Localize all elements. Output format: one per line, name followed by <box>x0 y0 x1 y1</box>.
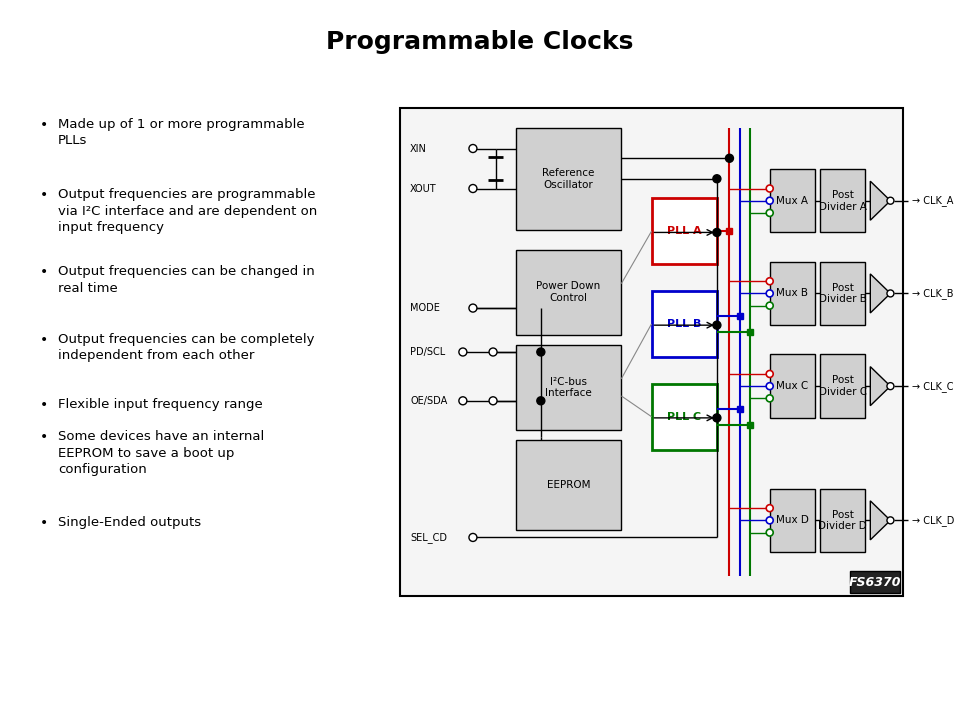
Text: Made up of 1 or more programmable
PLLs: Made up of 1 or more programmable PLLs <box>58 118 304 148</box>
Bar <box>747 329 753 335</box>
Text: Post
Divider B: Post Divider B <box>819 283 867 305</box>
Circle shape <box>766 302 773 309</box>
Circle shape <box>766 197 773 204</box>
Bar <box>652 384 717 449</box>
Text: MODE: MODE <box>410 303 440 313</box>
Bar <box>820 169 865 233</box>
Polygon shape <box>871 501 891 540</box>
Text: •: • <box>40 430 48 444</box>
Text: EEPROM: EEPROM <box>547 480 590 490</box>
Circle shape <box>713 414 721 422</box>
Text: PLL C: PLL C <box>667 412 701 422</box>
Circle shape <box>537 348 545 356</box>
Circle shape <box>766 529 773 536</box>
Circle shape <box>468 304 477 312</box>
Bar <box>400 108 903 596</box>
Circle shape <box>468 534 477 541</box>
Text: → CLK_C: → CLK_C <box>912 381 954 392</box>
Text: •: • <box>40 398 48 412</box>
Text: Power Down
Control: Power Down Control <box>537 282 601 303</box>
Bar <box>770 354 815 418</box>
Bar <box>516 250 621 335</box>
Text: PLL B: PLL B <box>667 319 702 329</box>
Text: Programmable Clocks: Programmable Clocks <box>326 30 634 54</box>
Text: Some devices have an internal
EEPROM to save a boot up
configuration: Some devices have an internal EEPROM to … <box>58 430 264 476</box>
Circle shape <box>887 197 894 204</box>
Bar <box>850 571 900 593</box>
Circle shape <box>489 397 497 405</box>
Bar <box>820 354 865 418</box>
Bar <box>652 198 717 264</box>
Bar <box>770 489 815 552</box>
Bar <box>747 422 753 428</box>
Text: → CLK_A: → CLK_A <box>912 195 954 206</box>
Text: Reference
Oscillator: Reference Oscillator <box>542 168 594 189</box>
Polygon shape <box>871 366 891 405</box>
Bar <box>516 440 621 530</box>
Bar <box>736 313 742 319</box>
Circle shape <box>887 290 894 297</box>
Text: Output frequencies can be changed in
real time: Output frequencies can be changed in rea… <box>58 265 315 294</box>
Circle shape <box>766 290 773 297</box>
Text: •: • <box>40 516 48 530</box>
Text: Output frequencies are programmable
via I²C interface and are dependent on
input: Output frequencies are programmable via … <box>58 188 317 234</box>
Text: FS6370: FS6370 <box>849 575 901 588</box>
Circle shape <box>468 184 477 192</box>
Bar <box>770 262 815 325</box>
Text: •: • <box>40 118 48 132</box>
Circle shape <box>459 348 467 356</box>
Circle shape <box>537 397 545 405</box>
Circle shape <box>468 145 477 153</box>
Text: •: • <box>40 333 48 347</box>
Bar <box>516 345 621 430</box>
Circle shape <box>713 228 721 236</box>
Circle shape <box>726 154 733 162</box>
Text: Flexible input frequency range: Flexible input frequency range <box>58 398 263 411</box>
Text: XOUT: XOUT <box>410 184 437 194</box>
Circle shape <box>459 397 467 405</box>
Bar <box>770 169 815 233</box>
Circle shape <box>766 395 773 402</box>
Text: Mux A: Mux A <box>777 196 808 206</box>
Text: Mux B: Mux B <box>777 289 808 299</box>
Text: SEL_CD: SEL_CD <box>410 532 447 543</box>
Text: Post
Divider A: Post Divider A <box>819 190 867 212</box>
Text: •: • <box>40 188 48 202</box>
Text: Mux C: Mux C <box>777 381 808 391</box>
Circle shape <box>766 185 773 192</box>
Text: → CLK_B: → CLK_B <box>912 288 954 299</box>
Text: Post
Divider C: Post Divider C <box>819 375 867 397</box>
Text: → CLK_D: → CLK_D <box>912 515 955 526</box>
Polygon shape <box>871 181 891 220</box>
Text: PD/SCL: PD/SCL <box>410 347 445 357</box>
Bar <box>652 291 717 357</box>
Polygon shape <box>871 274 891 313</box>
Text: PLL A: PLL A <box>667 226 702 236</box>
Text: XIN: XIN <box>410 143 427 153</box>
Circle shape <box>766 517 773 524</box>
Circle shape <box>766 371 773 377</box>
Text: Output frequencies can be completely
independent from each other: Output frequencies can be completely ind… <box>58 333 315 362</box>
Circle shape <box>887 517 894 524</box>
Text: Single-Ended outputs: Single-Ended outputs <box>58 516 202 529</box>
Circle shape <box>766 278 773 284</box>
Circle shape <box>713 321 721 329</box>
Text: OE/SDA: OE/SDA <box>410 396 447 406</box>
Bar <box>820 489 865 552</box>
Text: I²C-bus
Interface: I²C-bus Interface <box>545 377 592 398</box>
Bar <box>516 127 621 230</box>
Circle shape <box>887 382 894 390</box>
Text: •: • <box>40 265 48 279</box>
Text: Mux D: Mux D <box>776 516 808 526</box>
Circle shape <box>766 505 773 512</box>
Circle shape <box>766 382 773 390</box>
Circle shape <box>489 348 497 356</box>
Circle shape <box>766 210 773 217</box>
Bar <box>736 406 742 412</box>
Bar <box>727 228 732 234</box>
Circle shape <box>713 175 721 183</box>
Bar <box>820 262 865 325</box>
Text: Post
Divider D: Post Divider D <box>818 510 867 531</box>
